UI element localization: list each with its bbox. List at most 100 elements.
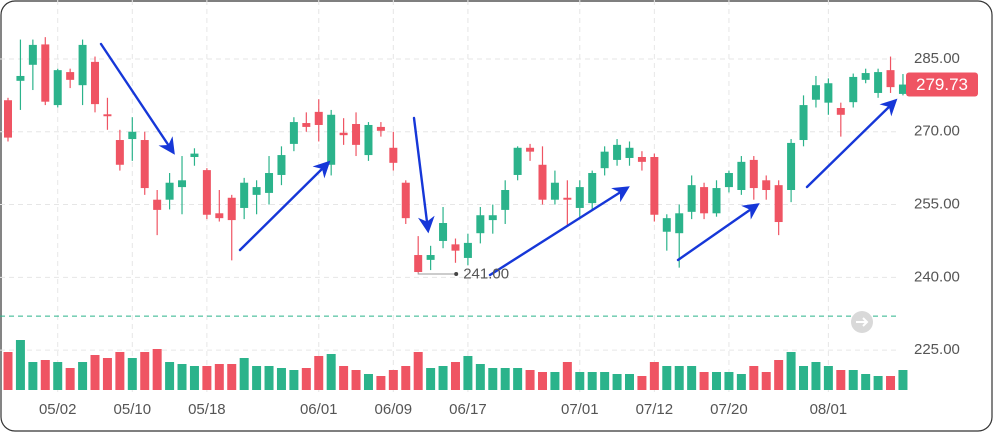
candle-body [613,144,622,160]
volume-bar [40,360,50,390]
annotations: 241.00 279.73 [0,72,978,317]
candle-body [128,131,137,140]
candle-body [265,173,274,193]
candle-body [650,157,659,215]
candle-body [28,44,37,65]
candle-body [252,187,261,195]
volume-bar [886,376,896,390]
scroll-icon[interactable] [856,317,869,327]
volume-bar [749,366,759,390]
low-leader [417,272,457,275]
volume-bar [28,362,38,390]
candle-body [339,132,348,136]
volume-bar [811,362,821,390]
volume-bar [363,374,373,390]
candle-body [637,157,646,162]
candle-body [165,182,174,200]
volume-bar [786,352,796,390]
candle-body [824,83,833,103]
volume-bar [687,366,697,390]
candle-body [811,85,820,100]
candle-body [526,147,535,152]
volume-bar [301,368,311,390]
candle-body [588,173,597,204]
scroll-button[interactable] [851,311,873,333]
candle-body [687,185,696,212]
candle-body [550,182,559,200]
volume-bar [102,358,112,390]
volume-bar [426,368,436,390]
candle-body [836,107,845,115]
candle-body [451,244,460,251]
low-dot [454,271,459,276]
candle-body [41,44,50,102]
volume-bar [898,370,908,390]
x-tick-label: 07/01 [561,401,599,418]
x-tick-label: 06/09 [375,401,413,418]
volume-bar [314,356,324,390]
candle-body [227,197,236,221]
last-price-box [906,72,978,97]
volume-bar [612,374,622,390]
candle-body [675,213,684,234]
candle-body [289,122,298,144]
arrow [805,98,898,189]
volume-bars [3,340,908,390]
volume-bar [774,360,784,390]
candle-body [712,188,721,214]
candle-body [414,255,423,273]
candle-body [277,155,286,175]
arrow [488,186,630,277]
volume-bar [848,370,858,390]
candle-body [861,73,870,80]
volume-bar [339,366,349,390]
candle-body [426,255,435,260]
volume-bar [525,370,535,390]
volume-bar [202,366,212,390]
candle-body [762,180,771,191]
arrow [676,203,760,262]
volume-bar [264,366,274,390]
volume-bar [252,366,262,390]
candle-body [4,100,12,138]
volume-bar [78,362,88,390]
candle-body [799,105,808,141]
candle-body [439,223,448,241]
candle-body [625,147,634,158]
y-tick-label: 255.00 [914,196,960,213]
volume-bar [438,366,448,390]
candle-body [600,151,609,169]
volume-bar [15,340,25,390]
volume-bar [625,374,634,390]
volume-bar [836,370,846,390]
candle-body [513,147,522,175]
volume-bar [376,376,386,390]
volume-bar [227,364,237,390]
volume-bar [214,364,224,390]
volume-bar [152,349,162,390]
volume-bar [513,368,523,390]
y-tick-label: 225.00 [914,341,960,358]
volume-bar [90,355,100,390]
volume-bar [53,362,63,390]
candle-body [376,126,385,131]
volume-bar [575,372,585,390]
volume-bar [550,372,560,390]
candle-body [749,159,758,189]
candle-body [91,61,100,105]
candle-body [302,123,311,127]
y-tick-label: 270.00 [914,123,960,140]
candle-body [202,170,211,215]
candle-body [53,70,62,106]
candle-body [476,215,485,234]
candle-body [787,142,796,191]
volume-bar [823,366,833,390]
candle-body [389,147,398,163]
candle-body [103,114,112,117]
candle-body [898,84,907,94]
volume-bar [699,372,709,390]
volume-bar [649,362,659,390]
volume-bar [289,370,299,390]
